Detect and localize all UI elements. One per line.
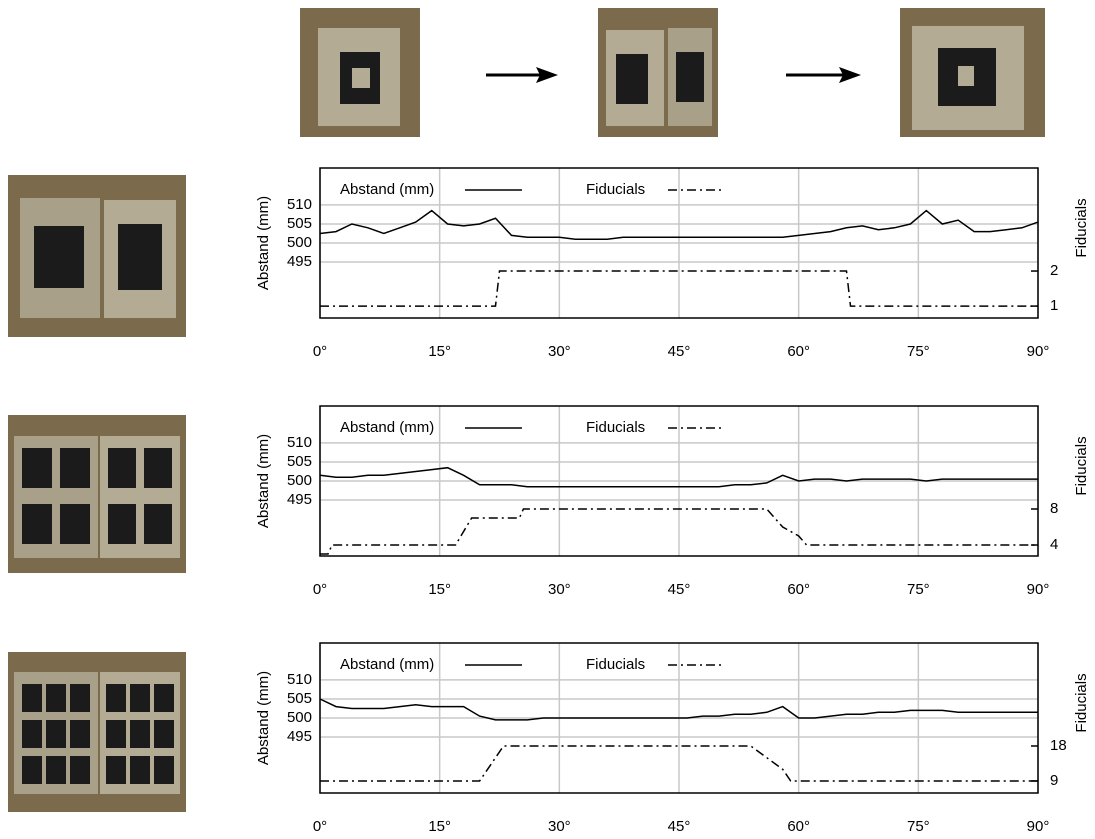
y2-tick-label: 1: [1050, 297, 1058, 314]
y-tick-label: 510: [287, 434, 312, 451]
y2-tick-label: 4: [1050, 536, 1058, 553]
y-tick-label: 500: [287, 234, 312, 251]
photo: [598, 8, 718, 137]
legend-label: Abstand (mm): [340, 656, 434, 673]
legend-label: Abstand (mm): [340, 419, 434, 436]
y-axis-label: Abstand (mm): [255, 671, 272, 765]
y-tick-label: 510: [287, 196, 312, 213]
x-tick-label: 0°: [313, 343, 327, 360]
y2-tick-label: 2: [1050, 262, 1058, 279]
y-tick-label: 495: [287, 253, 312, 270]
x-tick-label: 15°: [428, 343, 451, 360]
y-tick-label: 500: [287, 709, 312, 726]
photo-sequence: [300, 8, 1045, 137]
x-tick-label: 15°: [428, 818, 451, 834]
x-tick-label: 90°: [1027, 343, 1050, 360]
x-tick-label: 30°: [548, 818, 571, 834]
y-tick-label: 495: [287, 728, 312, 745]
x-tick-label: 75°: [907, 581, 930, 598]
x-tick-label: 75°: [907, 818, 930, 834]
photo: [8, 415, 186, 573]
y2-tick-label: 8: [1050, 500, 1058, 517]
y2-axis-label: Fiducials: [1073, 198, 1090, 257]
y2-tick-label: 18: [1050, 737, 1067, 754]
side-photos: [8, 175, 186, 812]
x-tick-label: 60°: [787, 581, 810, 598]
figure: 0°15°30°45°60°75°90°49550050551012Abstan…: [0, 0, 1095, 834]
y-tick-label: 505: [287, 690, 312, 707]
photo: [900, 8, 1045, 137]
x-tick-label: 45°: [668, 581, 691, 598]
y-axis-label: Abstand (mm): [255, 434, 272, 528]
x-tick-label: 75°: [907, 343, 930, 360]
x-tick-label: 45°: [668, 818, 691, 834]
x-tick-label: 60°: [787, 343, 810, 360]
y2-axis-label: Fiducials: [1073, 436, 1090, 495]
y-tick-label: 510: [287, 671, 312, 688]
x-tick-label: 0°: [313, 581, 327, 598]
photo: [8, 175, 186, 337]
y2-tick-label: 9: [1050, 772, 1058, 789]
y-tick-label: 495: [287, 491, 312, 508]
x-tick-label: 60°: [787, 818, 810, 834]
x-tick-label: 45°: [668, 343, 691, 360]
y-tick-label: 500: [287, 472, 312, 489]
photo: [300, 8, 420, 137]
legend-label: Fiducials: [586, 181, 645, 198]
y-tick-label: 505: [287, 215, 312, 232]
x-tick-label: 90°: [1027, 818, 1050, 834]
x-tick-label: 30°: [548, 343, 571, 360]
x-tick-label: 30°: [548, 581, 571, 598]
photo: [8, 652, 186, 812]
legend-label: Fiducials: [586, 419, 645, 436]
y2-axis-label: Fiducials: [1073, 673, 1090, 732]
y-tick-label: 505: [287, 453, 312, 470]
legend-label: Fiducials: [586, 656, 645, 673]
legend-label: Abstand (mm): [340, 181, 434, 198]
x-tick-label: 15°: [428, 581, 451, 598]
x-tick-label: 0°: [313, 818, 327, 834]
y-axis-label: Abstand (mm): [255, 196, 272, 290]
x-tick-label: 90°: [1027, 581, 1050, 598]
